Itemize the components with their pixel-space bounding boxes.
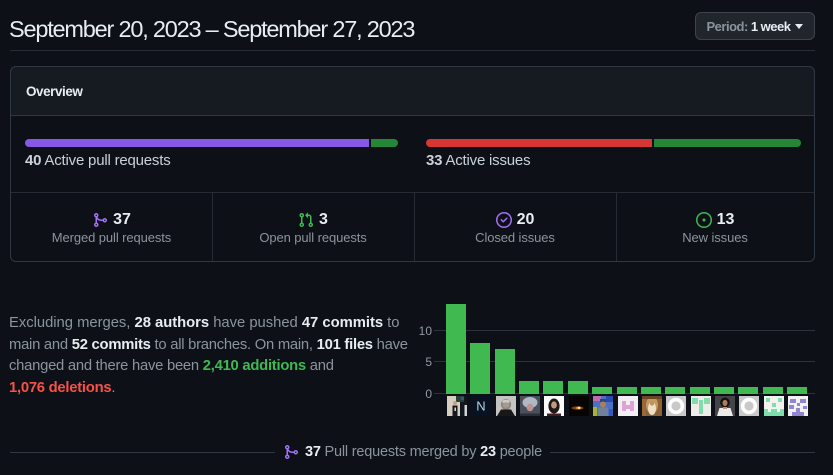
svg-text:N: N — [477, 399, 486, 414]
